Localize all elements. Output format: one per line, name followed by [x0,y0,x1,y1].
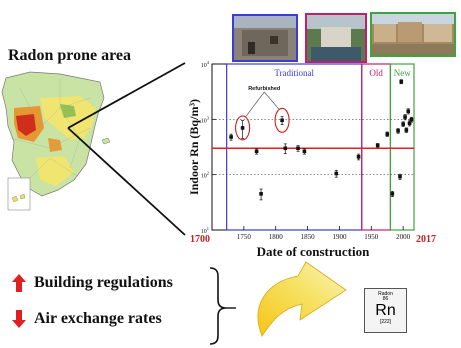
data-point [356,155,361,159]
y-tick-label: 102 [201,171,209,180]
photo-traditional [232,14,298,62]
data-point [404,128,409,132]
arrow-up-icon [12,274,26,292]
element-mass: [222] [379,319,392,325]
map-region-yellow-south [36,156,74,186]
data-point [229,135,233,139]
x-min-label: 1700 [190,234,210,245]
x-tick-label: 2000 [396,233,411,241]
refurbished-circle [235,115,251,141]
data-point [283,146,288,151]
refurbished-circle [274,107,290,133]
data-point [409,117,414,122]
photo-old [305,13,367,63]
annotation-arrow [245,91,265,118]
data-point [385,132,390,136]
new-houses-image [372,14,454,55]
data-point [406,109,411,114]
balearic-islands [101,137,111,145]
data-point [390,192,395,196]
data-point [296,146,300,151]
radon-area-title: Radon prone area [8,47,131,64]
old-house-image [307,15,365,61]
brace-icon [209,267,227,345]
traditional-house-image [234,16,296,60]
x-tick-label: 1750 [237,233,252,241]
canary-islands-inset [7,177,31,211]
bullet-label: Air exchange rates [34,310,162,327]
data-point [396,129,400,133]
data-point [240,126,245,130]
period-label: New [394,68,411,78]
curved-arrow-icon [257,261,347,337]
period-label: Traditional [274,68,314,78]
canary-islands-shape [11,193,26,203]
period-box [389,63,415,231]
data-point [280,118,284,123]
annotation-arrow [263,91,280,110]
bullet-air-exchange: Air exchange rates [12,310,162,328]
y-axis-label: Indoor Rn (Bq/m³) [187,99,201,195]
x-tick-label: 1850 [301,233,316,241]
x-tick-label: 1800 [269,233,284,241]
y-tick-label: 101 [201,226,209,235]
period-label: Old [369,68,383,78]
element-number: 86 [382,296,389,302]
bullet-building-regulations: Building regulations [12,274,173,292]
x-axis-label: Date of construction [257,244,370,259]
data-point [407,121,412,126]
y-tick-label: 103 [201,115,210,124]
plot-frame [211,63,415,231]
element-symbol: Rn [375,302,396,319]
element-name: Radon [378,291,393,297]
iberia-radon-map [1,71,111,211]
data-point [399,79,404,84]
data-point [302,149,307,154]
y-tick-label: 104 [201,60,210,69]
x-tick-label: 1900 [332,233,347,241]
data-point [334,171,339,176]
annotation-label: Refurbished [248,86,280,92]
bullet-label: Building regulations [34,274,173,291]
data-point [401,122,405,126]
map-region-red [16,114,36,136]
data-point [398,174,402,179]
x-tick-label: 1950 [364,233,379,241]
x-max-label: 2017 [416,234,436,245]
radon-chart: Traditional Old New 101 102 103 104 1750 1800 185… [187,60,436,259]
radon-element-tile: Radon 86 Rn [222] [364,288,407,333]
photo-new [370,12,456,57]
map-region-orange-small [48,138,62,152]
data-point [259,192,263,196]
arrow-down-icon [12,310,26,328]
data-point [403,115,407,119]
data-point [254,149,259,154]
data-point [375,143,380,148]
